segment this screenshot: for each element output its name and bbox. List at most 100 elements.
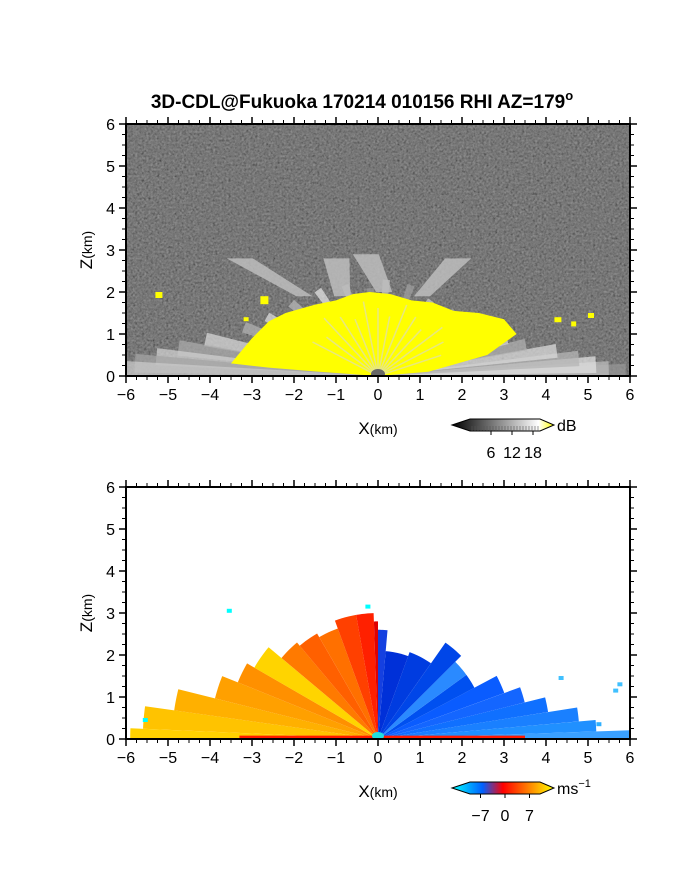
- y-tick-label: 0: [106, 369, 115, 386]
- snr-plume: [323, 258, 351, 297]
- velocity-approaching-beam: [378, 687, 525, 739]
- colorbar-tick-label: 0: [501, 808, 510, 825]
- x-tick-label: 0: [374, 750, 383, 767]
- snr-beam: [126, 361, 378, 376]
- velocity-speckle: [596, 722, 602, 727]
- snr-saturated-core: [231, 292, 517, 376]
- snr-axis-ticks: −6 −5 −4 −3 −2 −1 0 1 2 3 4 5 6 0 1 2 3 4 5 6: [106, 117, 637, 404]
- velocity-speckle: [613, 688, 619, 693]
- velocity-receding-beam: [281, 642, 378, 739]
- snr-core-streak: [354, 318, 379, 376]
- x-tick-label: −4: [201, 750, 219, 767]
- y-tick-label: 0: [106, 732, 115, 749]
- x-tick-label: −6: [117, 750, 135, 767]
- velocity-approaching-beam: [378, 675, 505, 739]
- velocity-panel: −6 −5 −4 −3 −2 −1 0 1 2 3 4 5 6 0 1 2 3 4 5 6 X(km) Z(km) m…: [77, 480, 637, 825]
- snr-core-streak: [377, 329, 422, 376]
- snr-saturated-patch: [571, 321, 577, 327]
- x-tick-label: 6: [626, 750, 635, 767]
- x-tick-label: 3: [500, 750, 509, 767]
- x-tick-label: −2: [285, 750, 303, 767]
- snr-core-streak: [377, 354, 442, 376]
- velocity-beams: [130, 604, 630, 739]
- snr-x-axis-label: X(km): [358, 419, 397, 438]
- x-tick-label: 5: [584, 750, 593, 767]
- velocity-approaching-beam: [378, 629, 388, 739]
- colorbar-tick-label: 6: [487, 445, 496, 462]
- colorbar-tick-label: 18: [524, 445, 542, 462]
- velocity-approaching-beam: [378, 719, 597, 739]
- x-tick-label: −2: [285, 387, 303, 404]
- x-tick-label: 2: [458, 387, 467, 404]
- snr-saturated-patch: [588, 313, 594, 318]
- velocity-y-axis-label: Z(km): [77, 594, 96, 632]
- radar-site-marker: [371, 369, 385, 376]
- snr-saturated-patch: [554, 317, 562, 323]
- velocity-colorbar: ms−1 −7 0 7: [450, 778, 591, 825]
- velocity-receding-beam: [319, 628, 378, 739]
- snr-plume: [414, 258, 472, 297]
- y-tick-label: 5: [106, 522, 115, 539]
- x-tick-label: 5: [584, 387, 593, 404]
- x-tick-label: 4: [542, 387, 551, 404]
- snr-plume: [226, 258, 313, 297]
- y-tick-label: 1: [106, 327, 115, 344]
- y-tick-label: 3: [106, 243, 115, 260]
- velocity-plot-area: [126, 487, 630, 739]
- velocity-approaching-beam: [378, 642, 462, 739]
- y-tick-label: 3: [106, 606, 115, 623]
- velocity-approaching-beam: [378, 661, 467, 739]
- chart-title: 3D-CDL@Fukuoka 170214 010156 RHI AZ=179o: [151, 88, 573, 113]
- y-tick-label: 2: [106, 285, 115, 302]
- velocity-receding-beam: [214, 676, 378, 739]
- x-tick-label: 2: [458, 750, 467, 767]
- snr-core-streak: [377, 326, 443, 376]
- velocity-receding-beam: [254, 647, 378, 739]
- velocity-speckle: [617, 682, 623, 687]
- x-tick-label: −3: [243, 387, 261, 404]
- x-tick-label: −3: [243, 750, 261, 767]
- snr-saturated-region: [155, 292, 594, 376]
- velocity-receding-beam: [299, 633, 378, 739]
- velocity-speckle: [558, 676, 564, 680]
- y-tick-label: 6: [106, 480, 115, 497]
- snr-plume: [352, 254, 393, 292]
- snr-saturated-patch: [260, 296, 269, 305]
- velocity-approaching-beam: [378, 652, 431, 739]
- velocity-x-axis-label: X(km): [358, 782, 397, 801]
- x-tick-label: −1: [327, 750, 345, 767]
- x-tick-label: 4: [542, 750, 551, 767]
- x-tick-label: −1: [327, 387, 345, 404]
- snr-colorbar-unit: dB: [557, 418, 577, 435]
- snr-core-streak: [339, 316, 379, 376]
- velocity-speckle: [142, 718, 148, 722]
- x-tick-label: 0: [374, 387, 383, 404]
- colorbar-tick-label: 7: [525, 808, 534, 825]
- velocity-receding-beam: [334, 614, 378, 739]
- x-tick-label: 3: [500, 387, 509, 404]
- x-tick-label: 6: [626, 387, 635, 404]
- y-tick-label: 4: [106, 201, 115, 218]
- velocity-speckle: [226, 608, 232, 613]
- colorbar-tick-label: 12: [503, 445, 521, 462]
- x-tick-label: 1: [416, 750, 425, 767]
- snr-plot-area: [126, 124, 630, 376]
- snr-saturated-patch: [155, 292, 163, 298]
- title-superscript: o: [565, 88, 573, 103]
- velocity-receding-beam: [356, 613, 378, 739]
- x-tick-label: 1: [416, 387, 425, 404]
- velocity-approaching-beam: [378, 674, 475, 739]
- velocity-receding-beam: [237, 663, 378, 739]
- x-tick-label: −5: [159, 387, 177, 404]
- y-tick-label: 2: [106, 648, 115, 665]
- y-tick-label: 5: [106, 159, 115, 176]
- snr-core-streak: [377, 316, 417, 376]
- snr-core-streak: [323, 317, 379, 376]
- velocity-colorbar-unit: ms−1: [557, 778, 591, 798]
- y-tick-label: 6: [106, 117, 115, 134]
- snr-y-axis-label: Z(km): [77, 231, 96, 269]
- velocity-approaching-beam: [378, 707, 579, 739]
- velocity-receding-beam: [373, 621, 378, 739]
